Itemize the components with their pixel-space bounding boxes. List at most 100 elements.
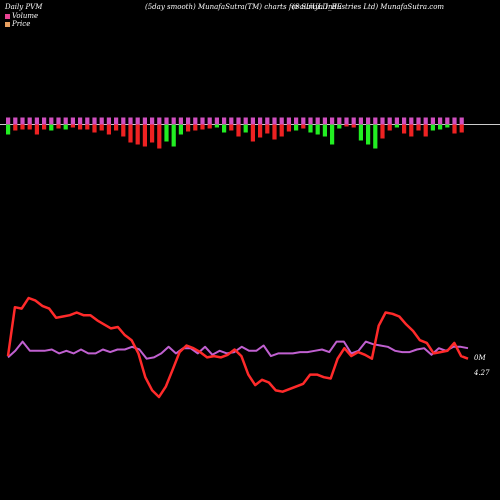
volume-bar-top [380,117,385,125]
volume-bar-top [423,117,428,125]
volume-bar-top [85,117,90,125]
volume-bar-top [186,117,191,125]
volume-bar [6,124,11,135]
volume-bar [337,124,342,129]
volume-bar [459,124,464,133]
volume-bar-top [279,117,284,125]
volume-bar-top [142,117,147,125]
legend-volume: Volume [5,12,38,20]
volume-bar-top [128,117,133,125]
volume-bar-top [366,117,371,125]
volume-bar [135,124,140,145]
volume-bar-top [157,117,162,125]
volume-bar [452,124,457,134]
volume-bar-top [258,117,263,125]
legend-volume-label: Volume [12,12,39,20]
volume-bar-top [200,117,205,125]
volume-bar [200,124,205,130]
volume-bar [207,124,212,129]
volume-bar [416,124,421,131]
volume-bar [373,124,378,149]
volume-bar-top [337,117,342,125]
volume-line [7,340,469,360]
volume-bar [250,124,255,142]
legend-price-swatch [5,22,10,27]
volume-bar [387,124,392,131]
volume-bar [171,124,176,147]
volume-bar-top [330,117,335,125]
volume-bar-top [351,117,356,125]
volume-bar-top [56,117,61,125]
volume-bar-top [243,117,248,125]
volume-bar [301,124,306,129]
volume-bar-top [34,117,39,125]
volume-bar [308,124,313,133]
volume-bar-top [445,117,450,125]
volume-bar-top [222,117,227,125]
volume-bar-top [250,117,255,125]
volume-bar-top [214,117,219,125]
volume-bar-top [229,117,234,125]
volume-bar [85,124,90,130]
volume-bar [358,124,363,141]
volume-bar-top [42,117,47,125]
volume-bar [128,124,133,143]
volume-bar [13,124,18,131]
volume-bar-top [272,117,277,125]
volume-bar-top [150,117,155,125]
volume-bar-top [49,117,54,125]
volume-bar [402,124,407,134]
volume-bar [27,124,32,130]
volume-bar [409,124,414,137]
volume-bar-top [164,117,169,125]
volume-bar [186,124,191,132]
volume-bar-top [322,117,327,125]
volume-bar-top [78,117,83,125]
volume-bar [92,124,97,133]
chart-label-left: Daily PVM [5,3,43,11]
legend-volume-swatch [5,14,10,19]
volume-bar [121,124,126,137]
volume-bar-top [452,117,457,125]
volume-bar-top [344,117,349,125]
volume-bar-top [63,117,68,125]
legend-price-label: Price [12,20,31,28]
volume-bar [366,124,371,145]
volume-bar [315,124,320,135]
volume-bar [49,124,54,131]
volume-last-label: 0M [474,354,486,362]
volume-bar-top [373,117,378,125]
chart-source: (Saumya Industries Ltd) MunafaSutra.com [292,3,445,11]
price-line [6,296,469,399]
volume-bar [229,124,234,131]
legend-price: Price [5,20,30,28]
volume-bar-top [236,117,241,125]
volume-bar [265,124,270,134]
volume-bar-top [121,117,126,125]
volume-bar [344,124,349,127]
volume-bar-top [70,117,75,125]
volume-bar-top [106,117,111,125]
volume-bar [42,124,47,130]
volume-bar [330,124,335,145]
volume-bar [78,124,83,130]
volume-bar [20,124,25,130]
volume-bar-top [402,117,407,125]
volume-bar-top [358,117,363,125]
volume-bar [106,124,111,135]
volume-bar-top [265,117,270,125]
volume-bar [380,124,385,139]
volume-bar-top [171,117,176,125]
volume-bar-top [430,117,435,125]
volume-bar [243,124,248,133]
volume-bar-top [315,117,320,125]
volume-bar [114,124,119,131]
volume-bar-top [92,117,97,125]
volume-bar [63,124,68,130]
volume-bar-top [27,117,32,125]
volume-bar-top [301,117,306,125]
volume-bar [193,124,198,131]
volume-bar [258,124,263,138]
volume-bar-top [416,117,421,125]
volume-bar [157,124,162,149]
